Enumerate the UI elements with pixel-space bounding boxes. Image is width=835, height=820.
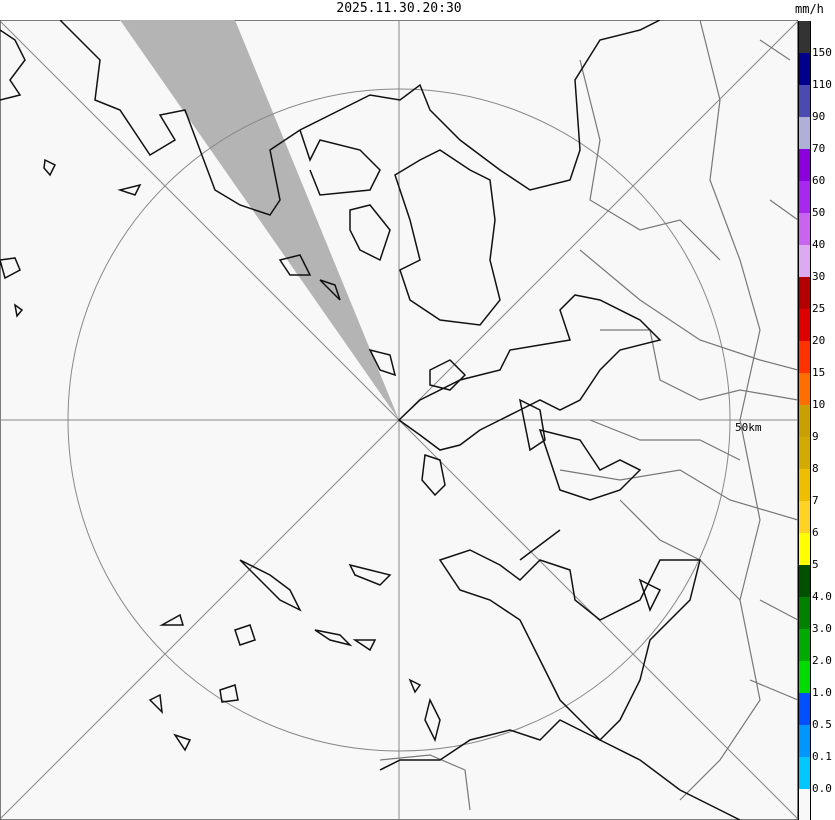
- color-scale-swatch: [799, 501, 810, 533]
- radar-map[interactable]: 50km: [0, 20, 798, 820]
- color-scale-label: 9: [812, 430, 819, 443]
- color-scale-label: 150: [812, 46, 832, 59]
- color-scale-swatch: [799, 213, 810, 245]
- color-scale-swatch: [799, 565, 810, 597]
- range-label: 50km: [735, 421, 762, 434]
- color-scale-swatch: [799, 245, 810, 277]
- color-scale-label: 25: [812, 302, 826, 315]
- color-scale-label: 3.0: [812, 622, 832, 635]
- color-scale-label: 110: [812, 78, 832, 91]
- color-scale-swatch: [799, 341, 810, 373]
- color-scale-swatch: [799, 117, 810, 149]
- color-scale-swatch: [799, 469, 810, 501]
- color-scale-label: 15: [812, 366, 826, 379]
- color-scale-label: 30: [812, 270, 826, 283]
- color-scale-swatch: [799, 149, 810, 181]
- color-scale-label: 10: [812, 398, 826, 411]
- color-scale-swatch: [799, 373, 810, 405]
- color-scale-bar: [798, 21, 811, 820]
- color-scale-label: 0.0: [812, 782, 832, 795]
- color-scale-swatch: [799, 629, 810, 661]
- unit-label: mm/h: [795, 2, 824, 16]
- color-scale-swatch: [799, 789, 810, 820]
- color-scale-swatch: [799, 693, 810, 725]
- color-scale-label: 4.0: [812, 590, 832, 603]
- color-scale-label: 50: [812, 206, 826, 219]
- color-scale-label: 6: [812, 526, 819, 539]
- color-scale-swatch: [799, 181, 810, 213]
- color-scale-swatch: [799, 85, 810, 117]
- color-scale-swatch: [799, 725, 810, 757]
- color-scale-label: 40: [812, 238, 826, 251]
- color-scale-swatch: [799, 277, 810, 309]
- color-scale-swatch: [799, 597, 810, 629]
- color-scale-label: 70: [812, 142, 826, 155]
- color-scale-swatch: [799, 533, 810, 565]
- color-scale-swatch: [799, 405, 810, 437]
- color-scale-label: 2.0: [812, 654, 832, 667]
- color-scale-label: 8: [812, 462, 819, 475]
- color-scale-label: 1.0: [812, 686, 832, 699]
- color-scale-label: 60: [812, 174, 826, 187]
- color-scale-swatch: [799, 437, 810, 469]
- color-scale-label: 0.5: [812, 718, 832, 731]
- timestamp: 2025.11.30.20:30: [336, 1, 462, 16]
- blocked-sector: [120, 20, 399, 420]
- color-scale-label: 20: [812, 334, 826, 347]
- coastlines: [0, 20, 741, 820]
- color-scale-label: 0.1: [812, 750, 832, 763]
- color-scale-label: 5: [812, 558, 819, 571]
- color-scale-swatch: [799, 757, 810, 789]
- color-scale-label: 7: [812, 494, 819, 507]
- admin-boundaries: [379, 20, 798, 811]
- color-scale-label: 90: [812, 110, 826, 123]
- color-scale-swatch: [799, 53, 810, 85]
- color-scale-swatch: [799, 309, 810, 341]
- color-scale-swatch: [799, 21, 810, 53]
- color-scale-swatch: [799, 661, 810, 693]
